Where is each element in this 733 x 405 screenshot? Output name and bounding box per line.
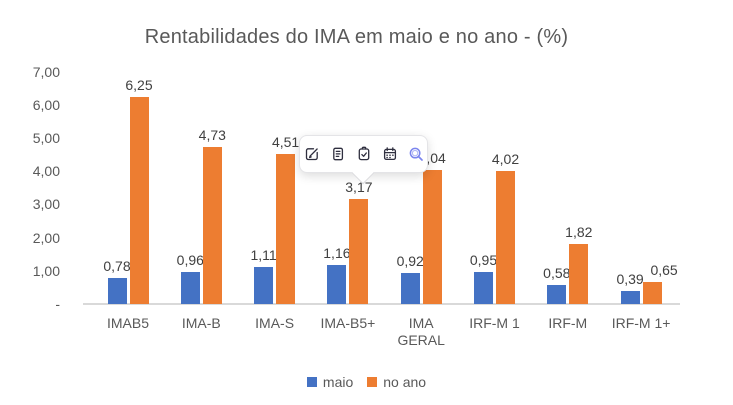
bar-maio — [547, 284, 567, 304]
bar-label: 1,16 — [323, 245, 351, 262]
bar-label: 0,95 — [469, 252, 498, 269]
bar-label: 0,78 — [103, 258, 131, 275]
category-label: IMA-S — [255, 315, 295, 331]
bar-no-ano — [422, 169, 442, 304]
bar-maio — [254, 267, 274, 304]
calendar-icon[interactable] — [379, 141, 401, 167]
category-label: IMA GERAL — [397, 315, 445, 348]
bar-no-ano — [496, 170, 515, 304]
bar-label: 0,39 — [616, 271, 644, 288]
category-label: IMA-B5+ — [320, 315, 376, 331]
y-tick-label: - — [55, 296, 60, 312]
bar-no-ano — [569, 243, 589, 304]
bar-no-ano — [642, 282, 662, 304]
edit-icon[interactable] — [301, 141, 323, 167]
search-icon[interactable] — [405, 141, 427, 167]
bar-label: 3,17 — [345, 178, 373, 195]
legend-label-no-ano: no ano — [383, 374, 427, 390]
legend-item-maio: maio — [306, 374, 354, 390]
axis-baseline — [83, 303, 680, 305]
bar-maio — [400, 273, 420, 304]
y-tick-label: 1,00 — [32, 262, 60, 279]
category-label: IRF-M — [548, 315, 588, 331]
y-tick-label: 4,00 — [32, 163, 60, 180]
legend-swatch-no-ano — [367, 377, 378, 387]
category-label: IMA-B — [181, 315, 221, 331]
legend-swatch-maio — [306, 377, 317, 387]
legend-label-maio: maio — [322, 374, 354, 390]
category-label: IMAB5 — [106, 315, 149, 331]
bar-maio — [107, 278, 127, 304]
bar-maio — [620, 291, 640, 304]
bar-no-ano — [276, 154, 296, 304]
bar-label: 0,65 — [650, 262, 678, 279]
bar-label: 4,73 — [198, 126, 226, 143]
chart-title: Rentabilidades do IMA em maio e no ano -… — [144, 26, 569, 48]
category-label: IRF-M 1+ — [611, 315, 671, 331]
y-tick-label: 7,00 — [32, 63, 60, 80]
y-tick-label: 5,00 — [32, 130, 60, 146]
category-label: IRF-M 1 — [469, 315, 520, 331]
bar-label: 6,25 — [125, 76, 153, 93]
y-tick-label: 6,00 — [32, 96, 60, 113]
bar-label: 0,96 — [176, 252, 204, 269]
bar-no-ano — [349, 198, 369, 304]
bar-label: 4,51 — [271, 134, 300, 151]
bar-label: 1,11 — [250, 247, 277, 264]
chart-legend: maio no ano — [0, 374, 733, 390]
bar-maio — [327, 265, 347, 304]
tasks-icon[interactable] — [353, 141, 375, 167]
y-tick-label: 2,00 — [32, 229, 60, 246]
notes-icon[interactable] — [327, 141, 349, 167]
y-tick-label: 3,00 — [32, 196, 60, 213]
bar-label: 0,58 — [543, 264, 571, 281]
legend-item-no-ano: no ano — [367, 374, 426, 390]
bar-label: 1,82 — [565, 223, 593, 240]
bar-no-ano — [202, 146, 222, 304]
bar-maio — [474, 272, 493, 304]
bar-no-ano — [129, 96, 149, 304]
bar-maio — [180, 272, 200, 304]
bar-label: 4,02 — [491, 150, 520, 167]
bar-label: 0,92 — [396, 253, 424, 270]
